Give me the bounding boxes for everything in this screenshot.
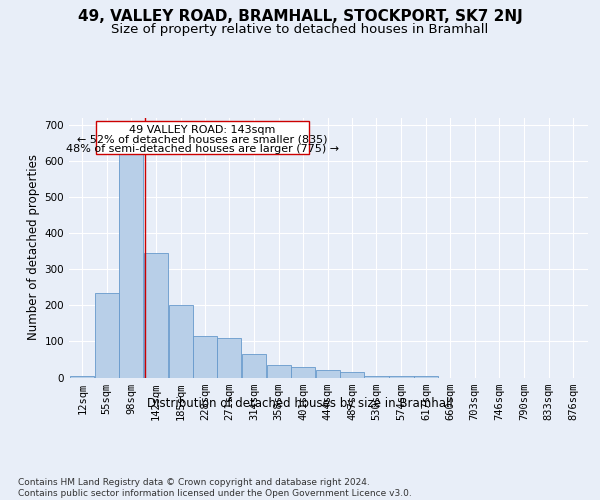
Bar	[364, 376, 389, 378]
Bar	[291, 366, 315, 378]
Bar	[70, 376, 94, 378]
Text: Distribution of detached houses by size in Bramhall: Distribution of detached houses by size …	[147, 398, 453, 410]
Text: ← 52% of detached houses are smaller (835): ← 52% of detached houses are smaller (83…	[77, 134, 328, 144]
Bar	[193, 336, 217, 378]
Bar	[169, 306, 193, 378]
Bar	[144, 253, 168, 378]
Text: 48% of semi-detached houses are larger (775) →: 48% of semi-detached houses are larger (…	[65, 144, 339, 154]
Bar	[119, 146, 143, 378]
Text: 49, VALLEY ROAD, BRAMHALL, STOCKPORT, SK7 2NJ: 49, VALLEY ROAD, BRAMHALL, STOCKPORT, SK…	[77, 9, 523, 24]
Text: Size of property relative to detached houses in Bramhall: Size of property relative to detached ho…	[112, 22, 488, 36]
Bar	[389, 376, 413, 378]
Text: 49 VALLEY ROAD: 143sqm: 49 VALLEY ROAD: 143sqm	[129, 126, 275, 136]
Bar	[242, 354, 266, 378]
FancyBboxPatch shape	[95, 121, 308, 154]
Bar	[217, 338, 241, 378]
Bar	[414, 376, 438, 378]
Bar	[267, 365, 291, 378]
Bar	[340, 372, 364, 378]
Bar	[316, 370, 340, 378]
Bar	[95, 292, 119, 378]
Y-axis label: Number of detached properties: Number of detached properties	[28, 154, 40, 340]
Text: Contains HM Land Registry data © Crown copyright and database right 2024.
Contai: Contains HM Land Registry data © Crown c…	[18, 478, 412, 498]
